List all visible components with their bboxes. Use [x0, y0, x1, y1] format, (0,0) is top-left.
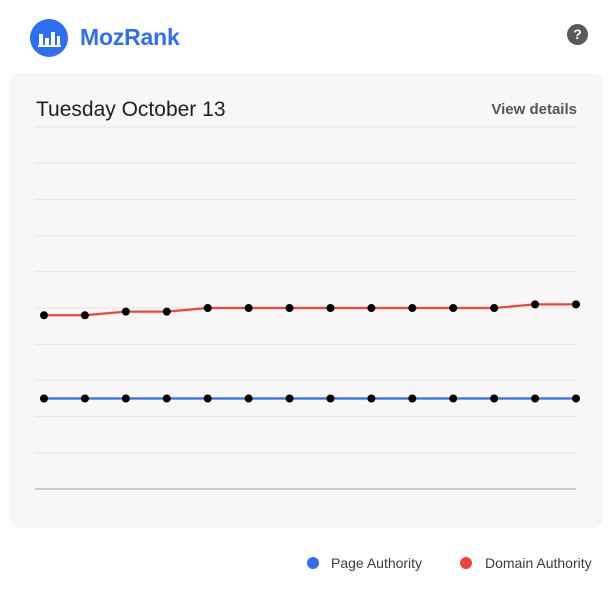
legend-label: Page Authority: [331, 555, 423, 571]
series-line-domain-authority: [44, 303, 576, 317]
header: MozRank ?: [0, 0, 610, 72]
data-point: [162, 394, 171, 403]
data-point: [203, 394, 212, 403]
data-point: [490, 394, 499, 403]
view-details-link[interactable]: View details: [491, 101, 577, 118]
data-point: [408, 394, 417, 403]
legend-dot: [307, 557, 319, 569]
data-point: [80, 394, 89, 403]
data-point: [449, 304, 458, 312]
data-point: [121, 394, 130, 403]
legend-label: Domain Authority: [485, 555, 592, 571]
help-icon[interactable]: ?: [567, 24, 588, 45]
data-point: [326, 394, 335, 403]
data-point: [244, 394, 253, 403]
data-point: [531, 394, 540, 403]
chart-legend: Page Authority Domain Authority: [0, 554, 610, 572]
data-point: [367, 394, 376, 403]
data-point: [531, 300, 540, 309]
data-point: [40, 311, 48, 320]
data-point: [121, 307, 130, 316]
data-point: [203, 304, 212, 312]
data-point: [572, 300, 580, 309]
data-point: [40, 394, 48, 403]
data-point: [80, 311, 89, 320]
bar-chart-icon: [30, 19, 68, 57]
data-point: [162, 307, 171, 316]
legend-dot: [460, 557, 472, 569]
data-point: [244, 304, 253, 312]
chart-card: Tuesday October 13 View details: [9, 73, 603, 528]
date-title: Tuesday October 13: [36, 98, 226, 121]
data-point: [367, 304, 376, 312]
data-point: [326, 304, 335, 312]
data-point: [285, 304, 294, 312]
data-point: [490, 304, 499, 312]
app-title: MozRank: [80, 24, 180, 50]
data-point: [285, 394, 294, 403]
data-point: [408, 304, 417, 312]
data-point: [572, 394, 580, 403]
data-point: [449, 394, 458, 403]
